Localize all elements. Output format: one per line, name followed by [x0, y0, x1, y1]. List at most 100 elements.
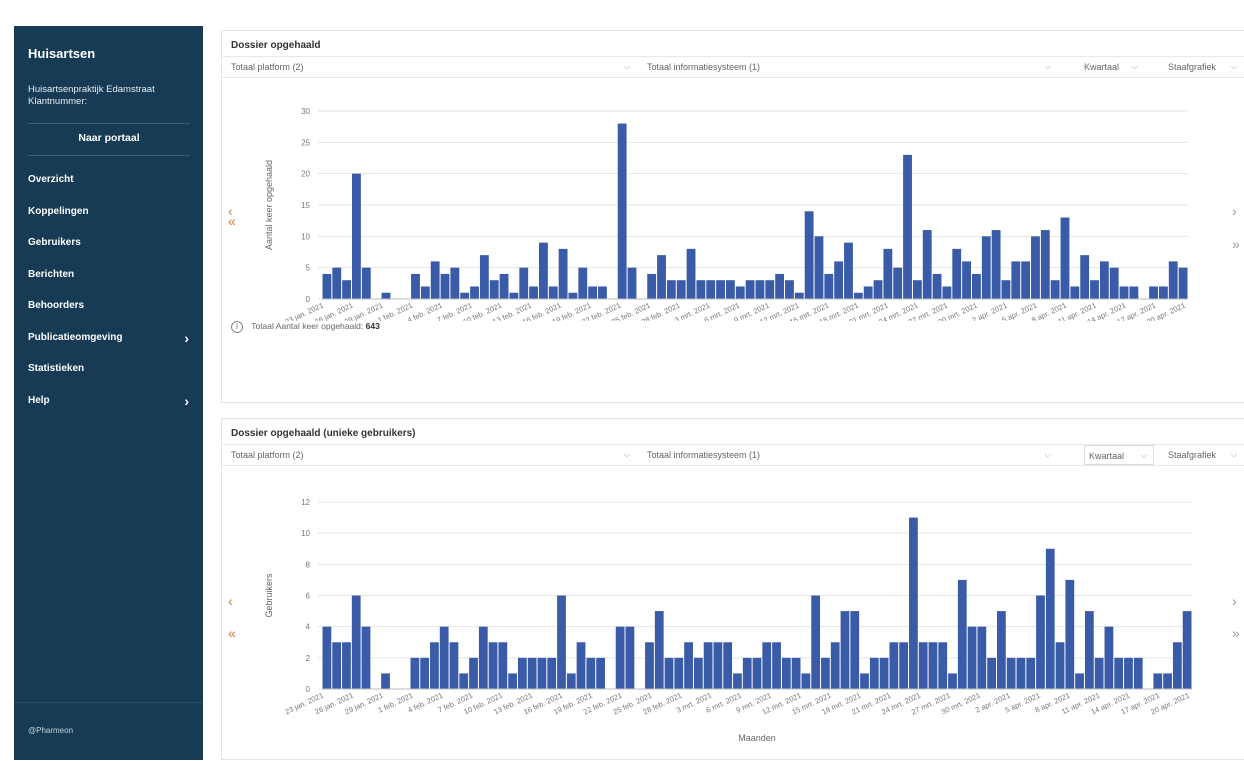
- bar[interactable]: [713, 642, 723, 689]
- bar[interactable]: [814, 236, 824, 299]
- bar[interactable]: [479, 255, 489, 299]
- system-select[interactable]: Totaal informatiesysteem (1) ⌵: [647, 57, 1057, 77]
- bar[interactable]: [987, 657, 996, 689]
- period-select[interactable]: Kwartaal ⌵: [1084, 445, 1154, 465]
- bar[interactable]: [411, 273, 420, 299]
- chevron-left-icon[interactable]: ‹: [228, 593, 233, 609]
- bar[interactable]: [381, 292, 391, 299]
- bar[interactable]: [478, 626, 488, 689]
- bar[interactable]: [537, 657, 547, 689]
- portal-button[interactable]: Naar portaal: [78, 132, 140, 144]
- bar[interactable]: [860, 673, 869, 689]
- bar[interactable]: [647, 273, 657, 299]
- bar[interactable]: [558, 248, 568, 299]
- bar[interactable]: [596, 657, 605, 689]
- bar[interactable]: [410, 657, 420, 689]
- bar[interactable]: [863, 286, 873, 299]
- platform-select[interactable]: Totaal platform (2) ⌵: [231, 445, 636, 465]
- bar[interactable]: [765, 280, 775, 299]
- bar[interactable]: [899, 642, 909, 689]
- bar[interactable]: [469, 657, 478, 689]
- bar[interactable]: [834, 261, 844, 299]
- bar[interactable]: [1182, 611, 1192, 689]
- sidebar-item-behoorders[interactable]: Behoorders: [28, 298, 193, 330]
- bar[interactable]: [332, 642, 342, 689]
- bar[interactable]: [1011, 261, 1021, 299]
- bar[interactable]: [499, 273, 509, 299]
- bar[interactable]: [508, 673, 518, 689]
- bar[interactable]: [625, 626, 635, 689]
- bar[interactable]: [498, 642, 508, 689]
- bar[interactable]: [361, 626, 371, 689]
- bar[interactable]: [1149, 286, 1158, 299]
- bar[interactable]: [598, 286, 607, 299]
- bar[interactable]: [938, 642, 948, 689]
- bar[interactable]: [430, 261, 440, 299]
- bar[interactable]: [869, 657, 879, 689]
- bar[interactable]: [459, 673, 469, 689]
- bar[interactable]: [1060, 217, 1070, 299]
- bar[interactable]: [674, 657, 684, 689]
- double-chevron-left-icon[interactable]: «: [228, 625, 236, 641]
- charttype-select[interactable]: Staafgrafiek ⌵: [1168, 445, 1243, 465]
- chevron-left-icon[interactable]: ‹: [228, 203, 233, 219]
- bar[interactable]: [322, 626, 332, 689]
- bar[interactable]: [645, 642, 654, 689]
- bar[interactable]: [791, 657, 801, 689]
- bar[interactable]: [801, 673, 811, 689]
- bar[interactable]: [1153, 673, 1163, 689]
- bar[interactable]: [752, 657, 762, 689]
- bar[interactable]: [785, 280, 794, 299]
- bar[interactable]: [1065, 579, 1075, 689]
- bar[interactable]: [903, 154, 912, 299]
- bar[interactable]: [1045, 548, 1055, 689]
- bar[interactable]: [420, 286, 430, 299]
- bar[interactable]: [977, 626, 987, 689]
- bar[interactable]: [830, 642, 840, 689]
- bar[interactable]: [696, 280, 706, 299]
- bar[interactable]: [470, 286, 479, 299]
- chevron-right-icon[interactable]: ›: [1232, 203, 1237, 219]
- system-select[interactable]: Totaal informatiesysteem (1) ⌵: [647, 445, 1057, 465]
- bar[interactable]: [566, 673, 576, 689]
- bar[interactable]: [879, 657, 889, 689]
- sidebar-item-berichten[interactable]: Berichten: [28, 267, 193, 299]
- bar[interactable]: [942, 286, 952, 299]
- double-chevron-right-icon[interactable]: »: [1232, 236, 1240, 252]
- bar[interactable]: [449, 642, 459, 689]
- bar[interactable]: [733, 673, 742, 689]
- bar[interactable]: [850, 611, 860, 689]
- bar[interactable]: [844, 242, 853, 299]
- bar[interactable]: [781, 657, 791, 689]
- bar[interactable]: [1016, 657, 1026, 689]
- bar[interactable]: [1099, 261, 1109, 299]
- bar[interactable]: [547, 657, 557, 689]
- bar[interactable]: [586, 657, 596, 689]
- bar[interactable]: [853, 292, 863, 299]
- bar[interactable]: [1055, 642, 1065, 689]
- bar[interactable]: [578, 267, 588, 299]
- double-chevron-left-icon[interactable]: «: [228, 213, 236, 229]
- bar[interactable]: [804, 211, 814, 299]
- bar[interactable]: [962, 261, 971, 299]
- bar[interactable]: [952, 248, 962, 299]
- bar[interactable]: [509, 292, 519, 299]
- sidebar-item-koppelingen[interactable]: Koppelingen: [28, 204, 193, 236]
- bar[interactable]: [539, 242, 548, 299]
- bar[interactable]: [883, 248, 893, 299]
- bar[interactable]: [576, 642, 586, 689]
- bar[interactable]: [1036, 595, 1045, 690]
- bar[interactable]: [1006, 657, 1016, 689]
- bar[interactable]: [322, 273, 332, 299]
- bar[interactable]: [1080, 255, 1090, 299]
- bar[interactable]: [912, 280, 922, 299]
- bar[interactable]: [342, 280, 352, 299]
- bar[interactable]: [460, 292, 470, 299]
- bar[interactable]: [1104, 626, 1114, 689]
- bar[interactable]: [967, 626, 977, 689]
- bar[interactable]: [1031, 236, 1040, 299]
- bar[interactable]: [889, 642, 899, 689]
- bar[interactable]: [332, 267, 342, 299]
- bar[interactable]: [918, 642, 928, 689]
- bar[interactable]: [489, 280, 499, 299]
